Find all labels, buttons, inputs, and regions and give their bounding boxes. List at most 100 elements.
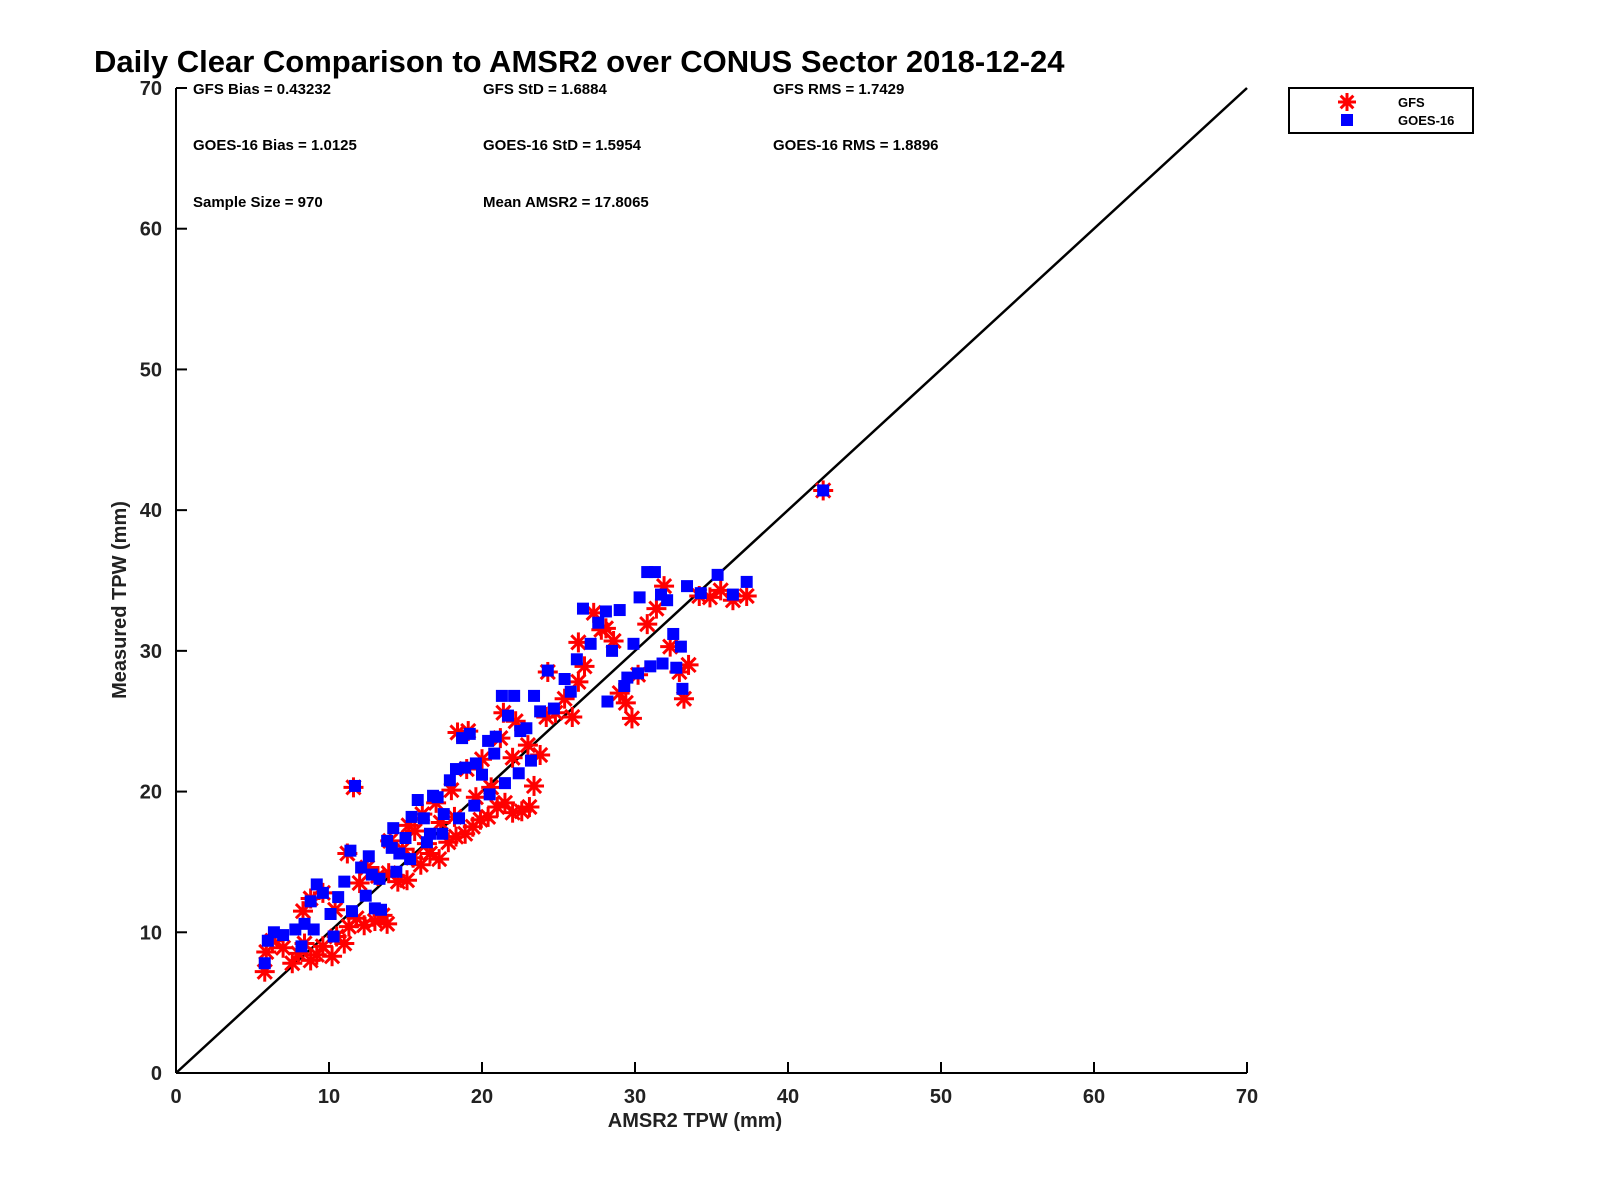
legend-gfs-asterisk: [1338, 93, 1356, 111]
goes-bias-text: GOES-16 Bias = 1.0125: [193, 137, 357, 154]
legend-gfs-marker: [1338, 93, 1356, 111]
goes-point: [417, 812, 430, 825]
goes-point: [667, 627, 680, 640]
x-tick-label: 30: [624, 1086, 646, 1108]
goes-point: [681, 580, 694, 593]
goes-point: [295, 940, 308, 953]
goes-point: [584, 637, 597, 650]
y-tick-label: 0: [151, 1063, 162, 1085]
y-axis-label: Measured TPW (mm): [109, 501, 131, 699]
goes-point: [304, 895, 317, 908]
gfs-point: [377, 913, 398, 934]
goes-point: [453, 812, 466, 825]
goes-point: [524, 754, 537, 767]
goes-point: [459, 761, 472, 774]
goes-point: [349, 779, 362, 792]
plot-area: 0 10 20 30 40 50 60 70 0 10 20 30 40 50 60 70: [140, 78, 1258, 1108]
x-tick-label: 70: [1236, 1086, 1258, 1108]
goes-point: [327, 930, 340, 943]
gfs-point: [334, 933, 355, 954]
goes-point: [316, 886, 329, 899]
gfs-rms-text: GFS RMS = 1.7429: [773, 81, 904, 98]
goes-point: [534, 705, 547, 718]
goes-point: [420, 836, 433, 849]
legend: GFS GOES-16: [1288, 87, 1474, 134]
gfs-std-text: GFS StD = 1.6884: [483, 81, 607, 98]
goes-std-text: GOES-16 StD = 1.5954: [483, 137, 642, 154]
goes-point: [564, 685, 577, 698]
goes-point: [362, 850, 375, 863]
goes-point: [258, 957, 271, 970]
sample-size-text: Sample Size = 970: [193, 194, 323, 211]
goes-point: [375, 903, 388, 916]
goes-point: [528, 689, 541, 702]
goes-point: [463, 727, 476, 740]
gfs-point: [699, 587, 720, 608]
goes-point: [405, 810, 418, 823]
gfs-point: [487, 797, 508, 818]
goes-point: [399, 832, 412, 845]
goes-point: [740, 575, 753, 588]
goes-rms-text: GOES-16 RMS = 1.8896: [773, 137, 939, 154]
goes-point: [489, 730, 502, 743]
goes-point: [648, 566, 661, 579]
goes-point: [324, 907, 337, 920]
goes-point: [468, 799, 481, 812]
gfs-point: [478, 806, 499, 827]
goes-point: [344, 844, 357, 857]
gfs-point: [637, 614, 658, 635]
gfs-point: [306, 944, 327, 965]
x-tick-label: 0: [170, 1086, 181, 1108]
goes-point: [656, 657, 669, 670]
goes-point: [289, 923, 302, 936]
goes-point: [307, 923, 320, 936]
chart-title: Daily Clear Comparison to AMSR2 over CON…: [94, 44, 1065, 79]
goes-point: [670, 661, 683, 674]
goes-point: [512, 767, 525, 780]
goes-point: [632, 667, 645, 680]
gfs-point: [502, 747, 523, 768]
x-axis-label: AMSR2 TPW (mm): [608, 1110, 782, 1132]
x-tick-label: 60: [1083, 1086, 1105, 1108]
legend-goes-label: GOES-16: [1398, 113, 1454, 128]
goes-point: [443, 774, 456, 787]
gfs-point: [524, 775, 545, 796]
legend-goes-marker: [1341, 114, 1353, 126]
goes-point: [570, 653, 583, 666]
goes-point: [508, 689, 521, 702]
goes-point: [355, 861, 368, 874]
goes-point: [694, 587, 707, 600]
gfs-point: [736, 585, 757, 606]
goes-point: [436, 827, 449, 840]
goes-point: [599, 605, 612, 618]
goes-point: [711, 568, 724, 581]
x-tick-label: 40: [777, 1086, 799, 1108]
goes-point: [726, 588, 739, 601]
x-ticks: 0 10 20 30 40 50 60 70: [170, 1062, 1258, 1108]
y-ticks: 0 10 20 30 40 50 60 70: [140, 78, 187, 1085]
goes-point: [338, 875, 351, 888]
x-tick-label: 10: [318, 1086, 340, 1108]
gfs-point: [322, 946, 343, 967]
legend-box: [1288, 87, 1474, 134]
goes-point: [633, 591, 646, 604]
goes-point: [488, 747, 501, 760]
goes-point: [469, 757, 482, 770]
y-tick-label: 70: [140, 78, 162, 100]
y-tick-label: 50: [140, 359, 162, 381]
goes-point: [476, 768, 488, 781]
gfs-series: [254, 480, 834, 982]
y-tick-label: 10: [140, 922, 162, 944]
goes-point: [558, 673, 571, 685]
gfs-point: [429, 849, 450, 870]
goes-point: [502, 709, 515, 722]
gfs-point: [519, 797, 540, 818]
goes-point: [267, 926, 280, 939]
y-tick-label: 60: [140, 219, 162, 241]
goes-point: [498, 777, 511, 790]
goes-point: [387, 822, 400, 835]
one-to-one-line: [175, 87, 1248, 1074]
mean-amsr2-text: Mean AMSR2 = 17.8065: [483, 194, 649, 211]
gfs-point: [615, 692, 636, 713]
